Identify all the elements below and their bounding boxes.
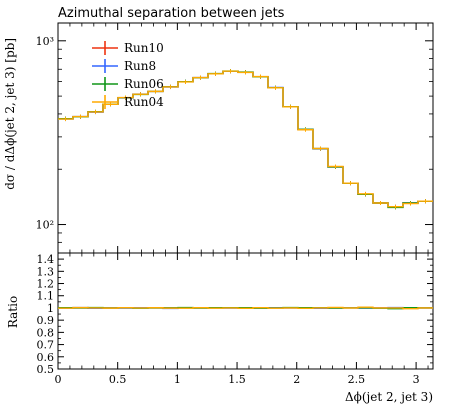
ratio-tick-label: 1.4: [37, 253, 55, 266]
legend-item: Run04: [92, 95, 164, 109]
legend-item: Run8: [92, 59, 156, 73]
ratio-line-run04: [58, 306, 433, 310]
x-tick-label: 1: [174, 373, 181, 386]
ratio-tick-label: 1: [47, 302, 54, 315]
x-tick-label: 2: [293, 373, 300, 386]
main-plot-panel: 10² 10³: [36, 22, 434, 254]
ratio-plot-panel: 0 0.5 1 1.5 2 2.5 30.50.60.70.80.911.11.21.31.…: [37, 252, 434, 386]
ratio-tick-label: 0.6: [37, 351, 55, 364]
series-line-run8: [58, 70, 433, 208]
ratio-frame: [57, 252, 434, 370]
ratio-axis-label: Ratio: [6, 296, 20, 328]
series-line-run10: [58, 70, 433, 208]
legend-label: Run10: [124, 41, 164, 55]
series-line-run06: [58, 70, 433, 209]
y-axis-label: dσ / dΔϕ(jet 2, jet 3) [pb]: [3, 38, 17, 190]
y-tick-label: 10²: [36, 219, 54, 232]
ratio-tick-label: 0.9: [37, 314, 55, 327]
ratio-tick-label: 0.5: [37, 363, 55, 376]
ratio-tick-label: 1.2: [37, 278, 55, 291]
ratio-tick-label: 0.8: [37, 326, 55, 339]
x-tick-label: 3: [413, 373, 420, 386]
legend-item: Run06: [92, 77, 164, 91]
legend-label: Run04: [124, 95, 164, 109]
ratio-tick-label: 1.3: [37, 265, 55, 278]
main-frame: [57, 22, 434, 254]
x-axis-label: Δϕ(jet 2, jet 3): [345, 390, 433, 404]
legend-label: Run8: [124, 59, 156, 73]
y-tick-label: 10³: [36, 35, 54, 48]
ratio-tick-label: 0.7: [37, 339, 55, 352]
x-tick-label: 0.5: [109, 373, 127, 386]
ratio-tick-label: 1.1: [37, 290, 55, 303]
legend-item: Run10: [92, 41, 164, 55]
legend-label: Run06: [124, 77, 164, 91]
x-tick-label: 0: [55, 373, 62, 386]
series-line-run04: [58, 70, 433, 208]
x-tick-label: 2.5: [348, 373, 366, 386]
x-tick-label: 1.5: [228, 373, 246, 386]
legend: Run10 Run8 Run06 Run04: [92, 41, 164, 109]
chart-title: Azimuthal separation between jets: [58, 6, 285, 21]
